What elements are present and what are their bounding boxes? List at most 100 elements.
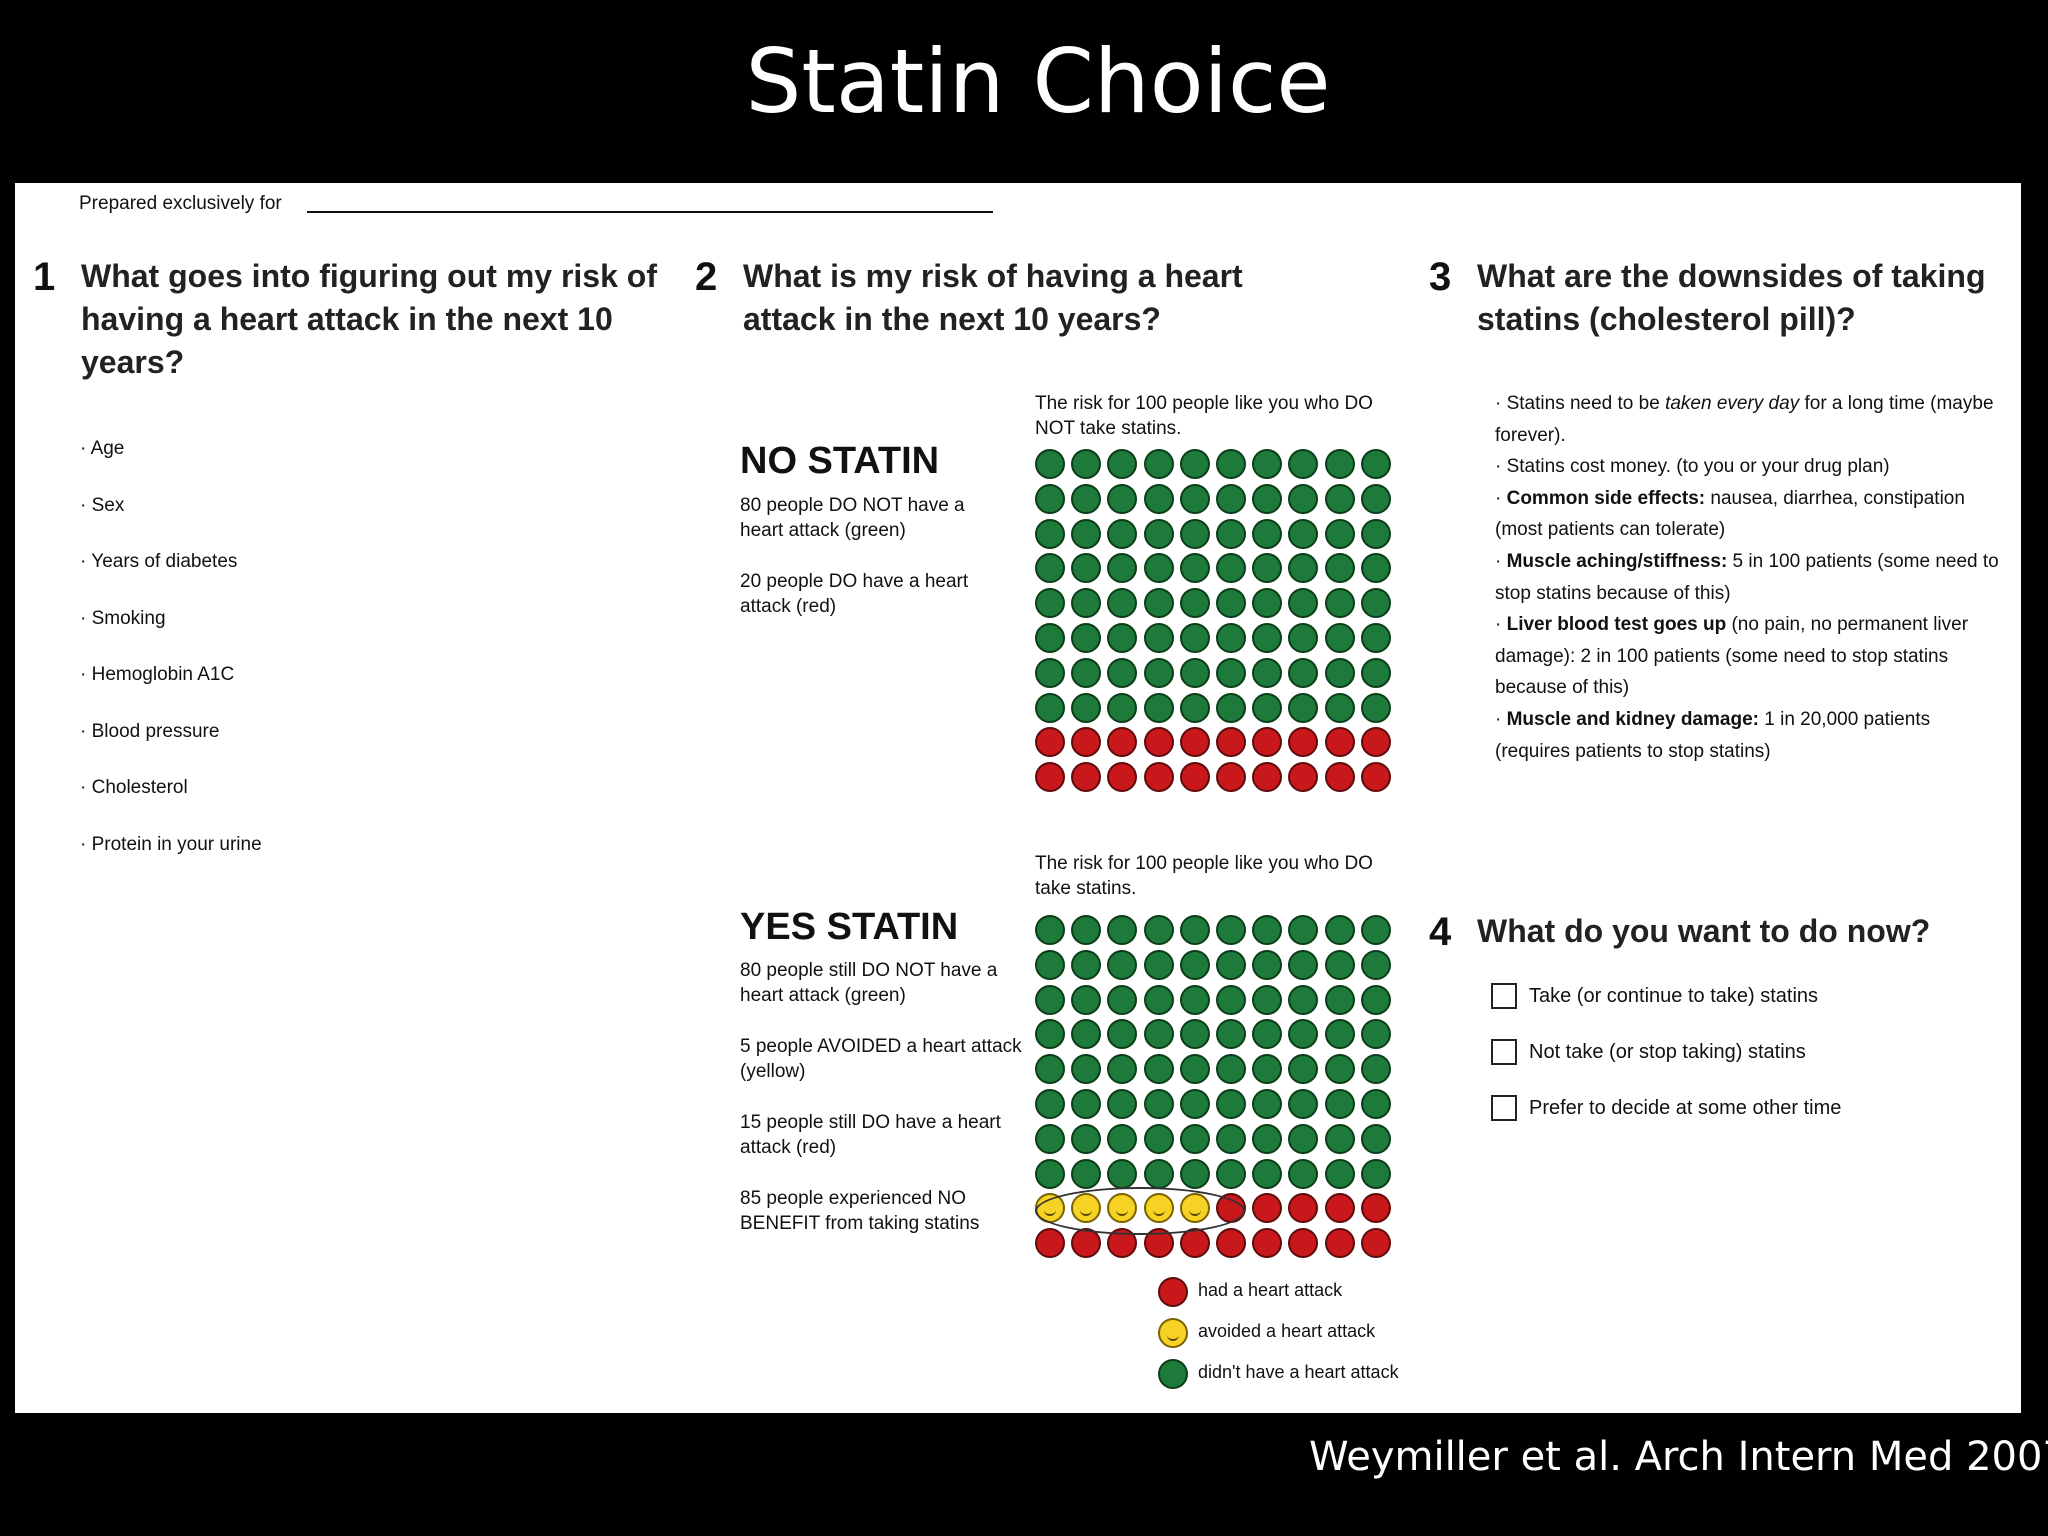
decision-aid-panel: Prepared exclusively for 1 What goes int… [15, 183, 2021, 1413]
green-person-icon [1288, 915, 1319, 945]
neutral-face-green-icon [1158, 1359, 1188, 1389]
checkbox-not-take-statins[interactable] [1491, 1039, 1517, 1065]
green-person-icon [1179, 518, 1210, 549]
green-person-icon [1035, 984, 1065, 1015]
downside-item: · Liver blood test goes up (no pain, no … [1495, 614, 1969, 699]
green-person-icon [1107, 449, 1138, 479]
green-person-icon [1107, 915, 1138, 945]
green-person-icon [1324, 553, 1355, 584]
green-person-icon [1288, 518, 1319, 549]
green-person-icon [1071, 588, 1102, 619]
avoided-group-ellipse [1035, 1187, 1245, 1235]
green-person-icon [1324, 1158, 1355, 1189]
green-person-icon [1216, 1158, 1246, 1189]
green-person-icon [1035, 623, 1065, 653]
legend-label: avoided a heart attack [1198, 1321, 1376, 1341]
legend-label: didn't have a heart attack [1198, 1362, 1399, 1382]
green-person-icon [1324, 1123, 1355, 1154]
green-person-icon [1252, 449, 1283, 479]
checkbox-decide-later[interactable] [1491, 1095, 1517, 1121]
green-person-icon [1143, 518, 1174, 549]
green-person-icon [1143, 984, 1174, 1015]
green-person-icon [1216, 588, 1246, 619]
green-person-icon [1143, 1089, 1174, 1119]
green-person-icon [1252, 588, 1283, 619]
green-person-icon [1035, 449, 1065, 479]
green-person-icon [1107, 692, 1138, 723]
green-person-icon [1179, 623, 1210, 653]
green-person-icon [1035, 657, 1065, 688]
section-3-question: What are the downsides of taking statins… [1477, 258, 1986, 337]
green-person-icon [1324, 1019, 1355, 1050]
green-person-icon [1360, 984, 1391, 1015]
green-person-icon [1216, 1054, 1246, 1085]
green-person-icon [1252, 518, 1283, 549]
green-person-icon [1288, 1089, 1319, 1119]
checkbox-take-statins[interactable] [1491, 983, 1517, 1009]
green-person-icon [1107, 1054, 1138, 1085]
green-person-icon [1107, 518, 1138, 549]
no-statin-description: 80 people DO NOT have a heart attack (gr… [740, 493, 1010, 645]
green-person-icon [1179, 949, 1210, 980]
green-person-icon [1071, 1019, 1102, 1050]
green-person-icon [1143, 1123, 1174, 1154]
green-person-icon [1143, 553, 1174, 584]
red-person-icon [1324, 762, 1355, 793]
green-person-icon [1071, 1089, 1102, 1119]
prepared-for-field[interactable] [307, 211, 993, 213]
prepared-for-label: Prepared exclusively for [79, 193, 282, 214]
green-person-icon [1179, 915, 1210, 945]
green-person-icon [1252, 483, 1283, 514]
section-2-number: 2 [695, 255, 718, 299]
green-person-icon [1143, 449, 1174, 479]
red-person-icon [1324, 727, 1355, 758]
green-person-icon [1179, 984, 1210, 1015]
green-person-icon [1324, 449, 1355, 479]
downside-text: 1 in 20,000 patients (requires patients … [1495, 708, 1931, 762]
green-person-icon [1360, 692, 1391, 723]
option-label: Take (or continue to take) statins [1529, 985, 1819, 1007]
no-statin-caption: The risk for 100 people like you who DO … [1035, 393, 1373, 439]
risk-factor-item: Sex [80, 495, 262, 552]
yes-statin-description: 80 people still DO NOT have a heart atta… [740, 958, 1030, 1262]
green-person-icon [1324, 623, 1355, 653]
green-person-icon [1360, 949, 1391, 980]
risk-factor-item: Protein in your urine [80, 834, 262, 891]
green-person-icon [1179, 449, 1210, 479]
green-person-icon [1360, 553, 1391, 584]
green-person-icon [1107, 588, 1138, 619]
green-person-icon [1360, 623, 1391, 653]
red-person-icon [1216, 727, 1246, 758]
red-person-icon [1035, 727, 1065, 758]
green-person-icon [1252, 692, 1283, 723]
green-person-icon [1252, 1089, 1283, 1119]
green-person-icon [1216, 1019, 1246, 1050]
green-person-icon [1324, 692, 1355, 723]
green-person-icon [1179, 657, 1210, 688]
green-person-icon [1288, 1158, 1319, 1189]
green-person-icon [1035, 949, 1065, 980]
green-person-icon [1071, 449, 1102, 479]
risk-factor-item: Years of diabetes [80, 551, 262, 608]
red-person-icon [1324, 1193, 1355, 1224]
section-2-question: What is my risk of having a heart attack… [743, 258, 1243, 337]
green-person-icon [1216, 449, 1246, 479]
green-person-icon [1035, 1019, 1065, 1050]
green-person-icon [1179, 1123, 1210, 1154]
section-3-number: 3 [1429, 255, 1452, 299]
green-person-icon [1288, 483, 1319, 514]
section-4-number: 4 [1429, 910, 1452, 954]
green-person-icon [1252, 1158, 1283, 1189]
green-person-icon [1252, 1123, 1283, 1154]
green-person-icon [1288, 1123, 1319, 1154]
green-person-icon [1179, 588, 1210, 619]
yes-statin-desc-item: 85 people experienced NO BENEFIT from ta… [740, 1188, 980, 1234]
red-person-icon [1107, 762, 1138, 793]
red-person-icon [1179, 762, 1210, 793]
green-person-icon [1143, 1158, 1174, 1189]
risk-factor-list: Age Sex Years of diabetes Smoking Hemogl… [80, 438, 262, 890]
green-person-icon [1216, 657, 1246, 688]
green-person-icon [1143, 949, 1174, 980]
green-person-icon [1143, 588, 1174, 619]
downside-item: · Muscle aching/stiffness: 5 in 100 pati… [1495, 550, 1999, 604]
